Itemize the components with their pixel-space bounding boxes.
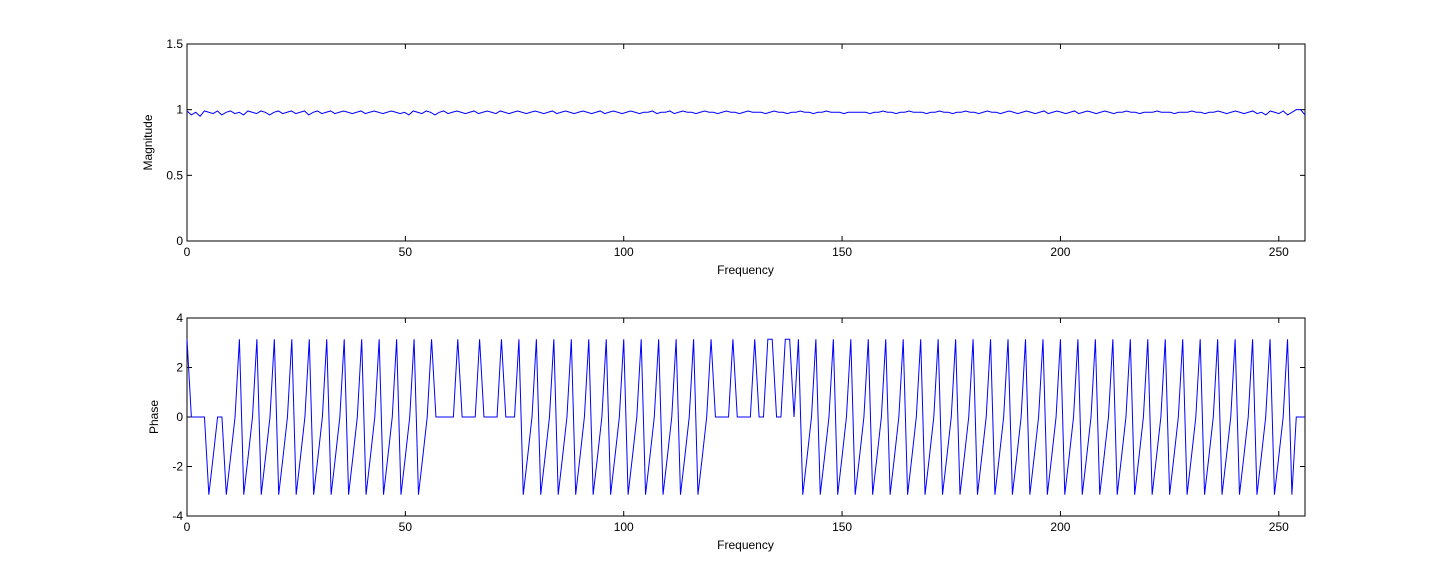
x-tick-label: 50 [399,520,413,534]
y-tick-label: -4 [172,509,183,523]
plot-area-frame [186,43,1306,242]
y-tick-label: 1 [176,103,183,117]
x-tick-label: 0 [184,245,191,259]
x-tick-label: 50 [399,245,413,259]
x-tick-label: 250 [1269,520,1289,534]
y-axis-label: Phase [147,400,161,434]
x-axis-label: Frequency [717,538,774,552]
x-tick-label: 100 [614,520,634,534]
series-line-phase [186,338,1305,495]
y-tick-label: 0 [176,234,183,248]
x-tick-label: 200 [1050,520,1070,534]
x-tick-label: 150 [832,520,852,534]
x-tick-label: 100 [614,245,634,259]
y-tick-label: 0.5 [166,168,183,182]
x-tick-label: 0 [184,520,191,534]
y-tick-label: -2 [172,460,183,474]
y-tick-label: 2 [176,361,183,375]
x-tick-label: 200 [1050,245,1070,259]
x-tick-label: 250 [1269,245,1289,259]
y-tick-label: 0 [176,410,183,424]
chart-panel-1: 0 50 100 150 200 250 0 0.5 1 1.5 Frequency Magnitud… [141,37,1306,277]
series-line-magnitude [186,109,1306,117]
x-tick-label: 150 [832,245,852,259]
y-tick-label: 1.5 [166,37,183,51]
chart-panel-2: 0 50 100 150 200 250 -4 -2 0 2 4 Frequency Phase [147,311,1306,552]
y-tick-label: 4 [176,311,183,325]
x-axis-label: Frequency [717,263,774,277]
y-axis-label: Magnitude [141,114,155,170]
